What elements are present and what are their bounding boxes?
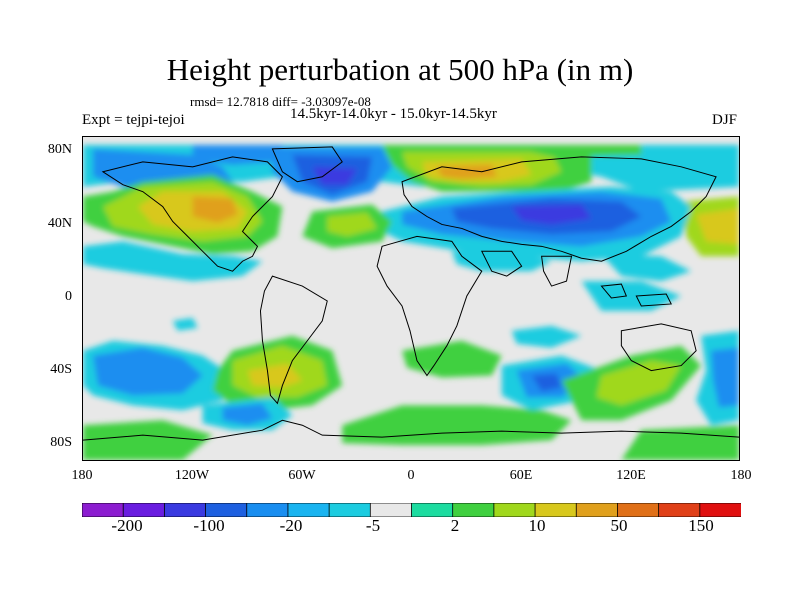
colorbar-label: -100 [193,516,225,535]
colorbar-swatch [122,503,166,517]
x-tick-label: 120W [174,468,210,483]
colorbar-label: -5 [365,516,381,535]
colorbar-swatch [328,503,372,517]
colorbar-swatch [699,503,741,517]
x-tick-label: 60E [509,468,533,483]
plot-title: Height perturbation at 500 hPa (in m) [166,52,634,87]
x-tick-label: 60W [288,468,316,483]
colorbar-label: -20 [279,516,303,535]
colorbar-label: -200 [111,516,143,535]
y-tick-label: 80N [47,142,72,157]
height-perturbation-map [82,136,740,461]
colorbar-label: 2 [450,516,460,535]
colorbar [82,503,741,517]
x-tick-label: 120E [616,468,646,483]
colorbar-swatch [205,503,248,517]
colorbar-swatch [617,503,660,517]
colorbar-swatch [369,503,413,517]
colorbar-swatch [493,503,536,517]
colorbar-swatch [82,503,125,517]
colorbar-label: 10 [528,516,546,535]
colorbar-swatch [246,503,289,517]
colorbar-swatch [163,503,207,517]
stats-label: rmsd= 12.7818 diff= -3.03097e-08 [190,94,371,109]
y-tick-label: 0 [65,289,72,304]
x-tick-label: 180 [730,468,752,483]
colorbar-swatch [658,503,701,517]
colorbar-label: 50 [610,516,628,535]
colorbar-swatch [411,503,454,517]
colorbar-swatch [287,503,331,517]
y-tick-label: 40S [50,362,72,377]
period-label: 14.5kyr-14.0kyr - 15.0kyr-14.5kyr [290,106,497,122]
y-tick-label: 80S [50,435,72,450]
colorbar-swatch [534,503,578,517]
y-tick-label: 40N [47,216,72,231]
x-tick-label: 180 [71,468,93,483]
colorbar-swatch [575,503,619,517]
colorbar-label: 150 [688,516,714,535]
x-tick-label: 0 [407,468,415,483]
season-label: DJF [712,112,738,128]
colorbar-swatch [452,503,495,517]
experiment-label: Expt = tejpi-tejoi [82,112,185,128]
